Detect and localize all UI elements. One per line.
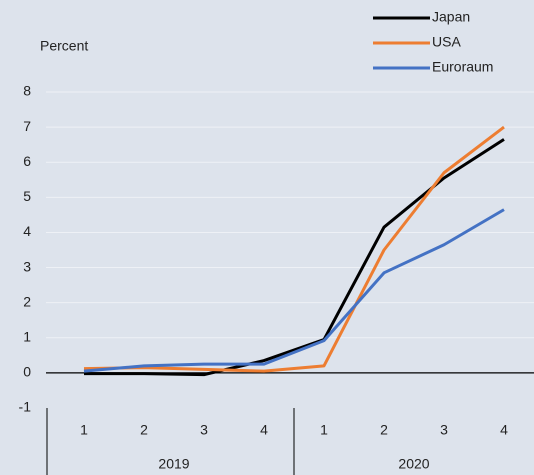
group-label: 2020: [398, 456, 429, 472]
x-tick-label: 4: [500, 422, 508, 438]
y-tick-label: 0: [23, 364, 31, 380]
y-tick-label: 7: [23, 118, 31, 134]
legend-label: Japan: [432, 9, 470, 25]
y-axis-label: Percent: [40, 38, 88, 54]
x-tick-label: 3: [200, 422, 208, 438]
x-tick-label: 2: [140, 422, 148, 438]
legend-label: Euroraum: [432, 59, 493, 75]
y-tick-label: 3: [23, 258, 31, 274]
y-tick-label: -1: [19, 399, 32, 415]
y-tick-label: 5: [23, 188, 31, 204]
x-tick-label: 2: [380, 422, 388, 438]
legend-label: USA: [432, 34, 461, 50]
y-tick-label: 4: [23, 223, 31, 239]
series-line: [83, 125, 505, 373]
y-tick-label: 2: [23, 293, 31, 309]
group-label: 2019: [158, 456, 189, 472]
y-tick-label: 6: [23, 153, 31, 169]
x-tick-label: 1: [320, 422, 328, 438]
x-tick-label: 1: [80, 422, 88, 438]
y-tick-label: 1: [23, 328, 31, 344]
x-tick-label: 3: [440, 422, 448, 438]
x-tick-label: 4: [260, 422, 268, 438]
y-tick-label: 8: [23, 83, 31, 99]
series-line: [83, 208, 505, 373]
